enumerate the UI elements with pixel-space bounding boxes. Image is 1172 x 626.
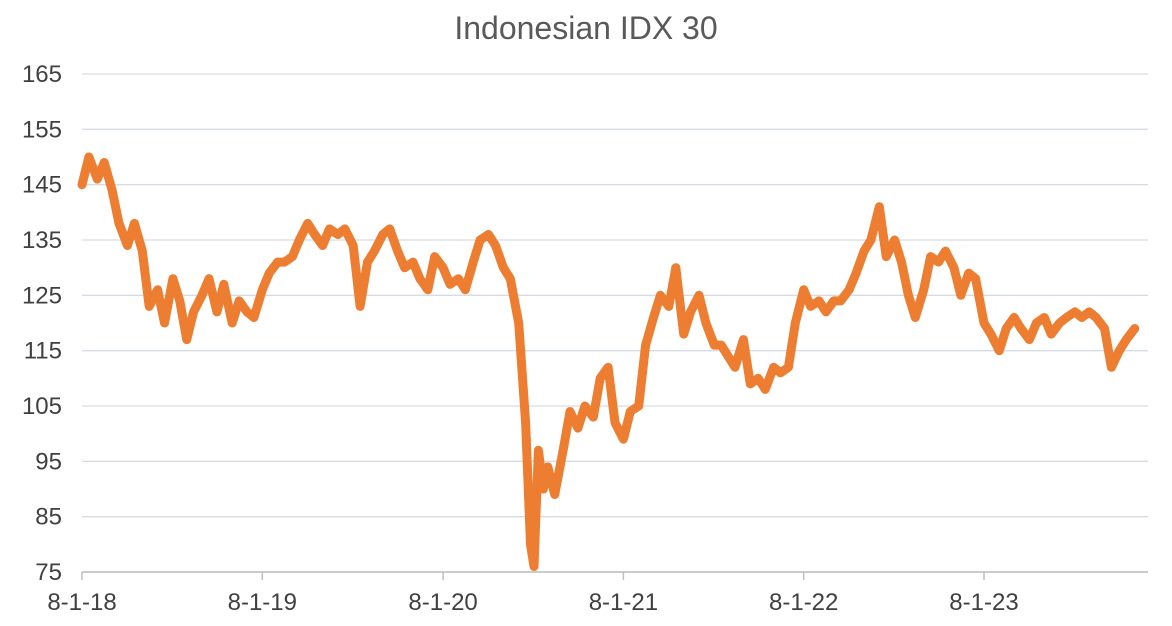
x-tick-label: 8-1-22 xyxy=(769,589,838,616)
x-axis xyxy=(81,571,1148,580)
x-axis-labels: 8-1-18 8-1-19 8-1-20 8-1-21 8-1-22 8-1-23 xyxy=(47,589,1018,616)
y-tick-label: 155 xyxy=(22,116,62,143)
x-tick-label: 8-1-21 xyxy=(589,589,658,616)
y-tick-label: 165 xyxy=(22,61,62,88)
y-tick-label: 145 xyxy=(22,172,62,199)
chart-title: Indonesian IDX 30 xyxy=(454,10,718,46)
y-tick-label: 135 xyxy=(22,227,62,254)
series-line xyxy=(77,152,1140,571)
y-tick-label: 105 xyxy=(22,393,62,420)
y-tick-label: 85 xyxy=(35,504,62,531)
series-layer xyxy=(77,152,1140,571)
y-tick-label: 75 xyxy=(35,559,62,586)
y-tick-label: 115 xyxy=(24,338,62,365)
x-tick-label: 8-1-19 xyxy=(228,589,297,616)
y-axis-labels: 75 85 95 105 115 125 135 145 155 165 xyxy=(22,61,62,586)
x-tick-label: 8-1-20 xyxy=(408,589,477,616)
gridlines xyxy=(82,73,1148,573)
x-tick-label: 8-1-18 xyxy=(47,589,116,616)
y-tick-label: 125 xyxy=(22,282,62,309)
x-tick-label: 8-1-23 xyxy=(949,589,1018,616)
y-tick-label: 95 xyxy=(35,448,62,475)
